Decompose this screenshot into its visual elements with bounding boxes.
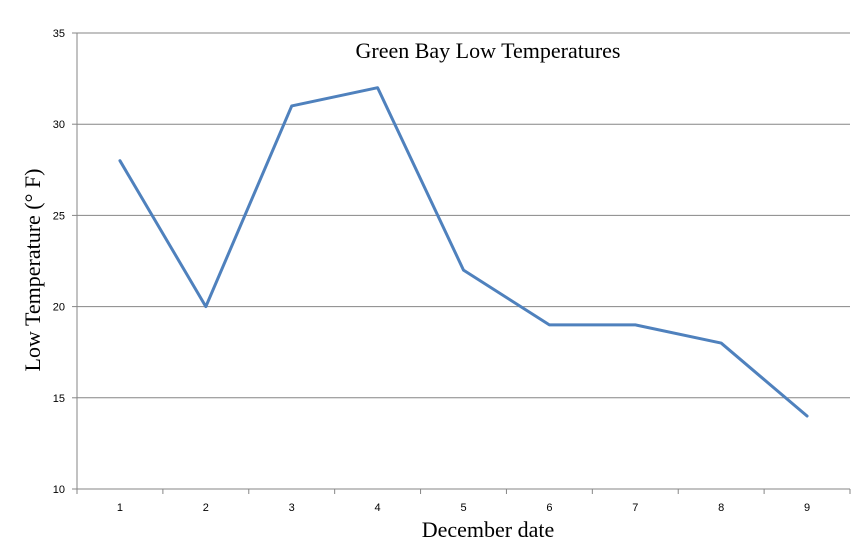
axes: [72, 32, 851, 494]
x-tick-label: 8: [718, 502, 724, 514]
x-tick-label: 3: [289, 502, 295, 514]
x-tick-label: 7: [632, 502, 638, 514]
series-group: [118, 86, 809, 418]
x-tick-label: 1: [117, 502, 123, 514]
y-tick-label: 25: [53, 210, 65, 222]
y-tick-labels: 10 15 20 25 30 35: [53, 28, 65, 496]
x-tick-label: 5: [460, 502, 466, 514]
y-tick-label: 30: [53, 119, 65, 131]
y-tick-label: 15: [53, 393, 65, 405]
x-tick-label: 2: [203, 502, 209, 514]
x-axis-title: December date: [422, 517, 555, 542]
x-tick-label: 9: [804, 502, 810, 514]
y-tick-label: 20: [53, 302, 65, 314]
gridlines: [77, 32, 850, 399]
series-line-0: [118, 86, 809, 418]
x-tick-label: 6: [546, 502, 552, 514]
x-tick-labels: 1 2 3 4 5 6 7 8 9: [117, 502, 810, 514]
chart-title: Green Bay Low Temperatures: [355, 38, 620, 63]
y-tick-label: 35: [53, 28, 65, 40]
y-tick-label: 10: [53, 484, 65, 496]
y-axis-title: Low Temperature (° F): [20, 169, 45, 372]
x-tick-label: 4: [375, 502, 381, 514]
